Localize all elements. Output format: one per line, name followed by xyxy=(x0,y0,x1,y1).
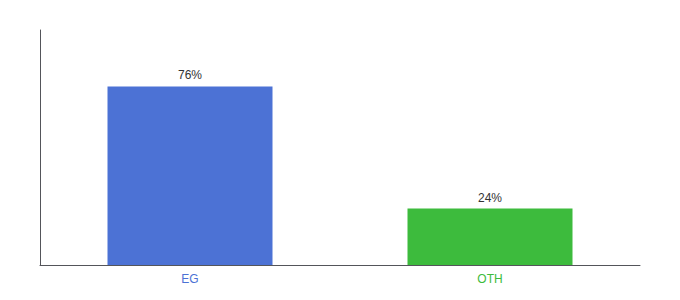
svg-text:OTH: OTH xyxy=(477,272,502,286)
svg-text:76%: 76% xyxy=(178,68,202,82)
svg-text:EG: EG xyxy=(181,272,198,286)
svg-text:24%: 24% xyxy=(478,191,502,205)
